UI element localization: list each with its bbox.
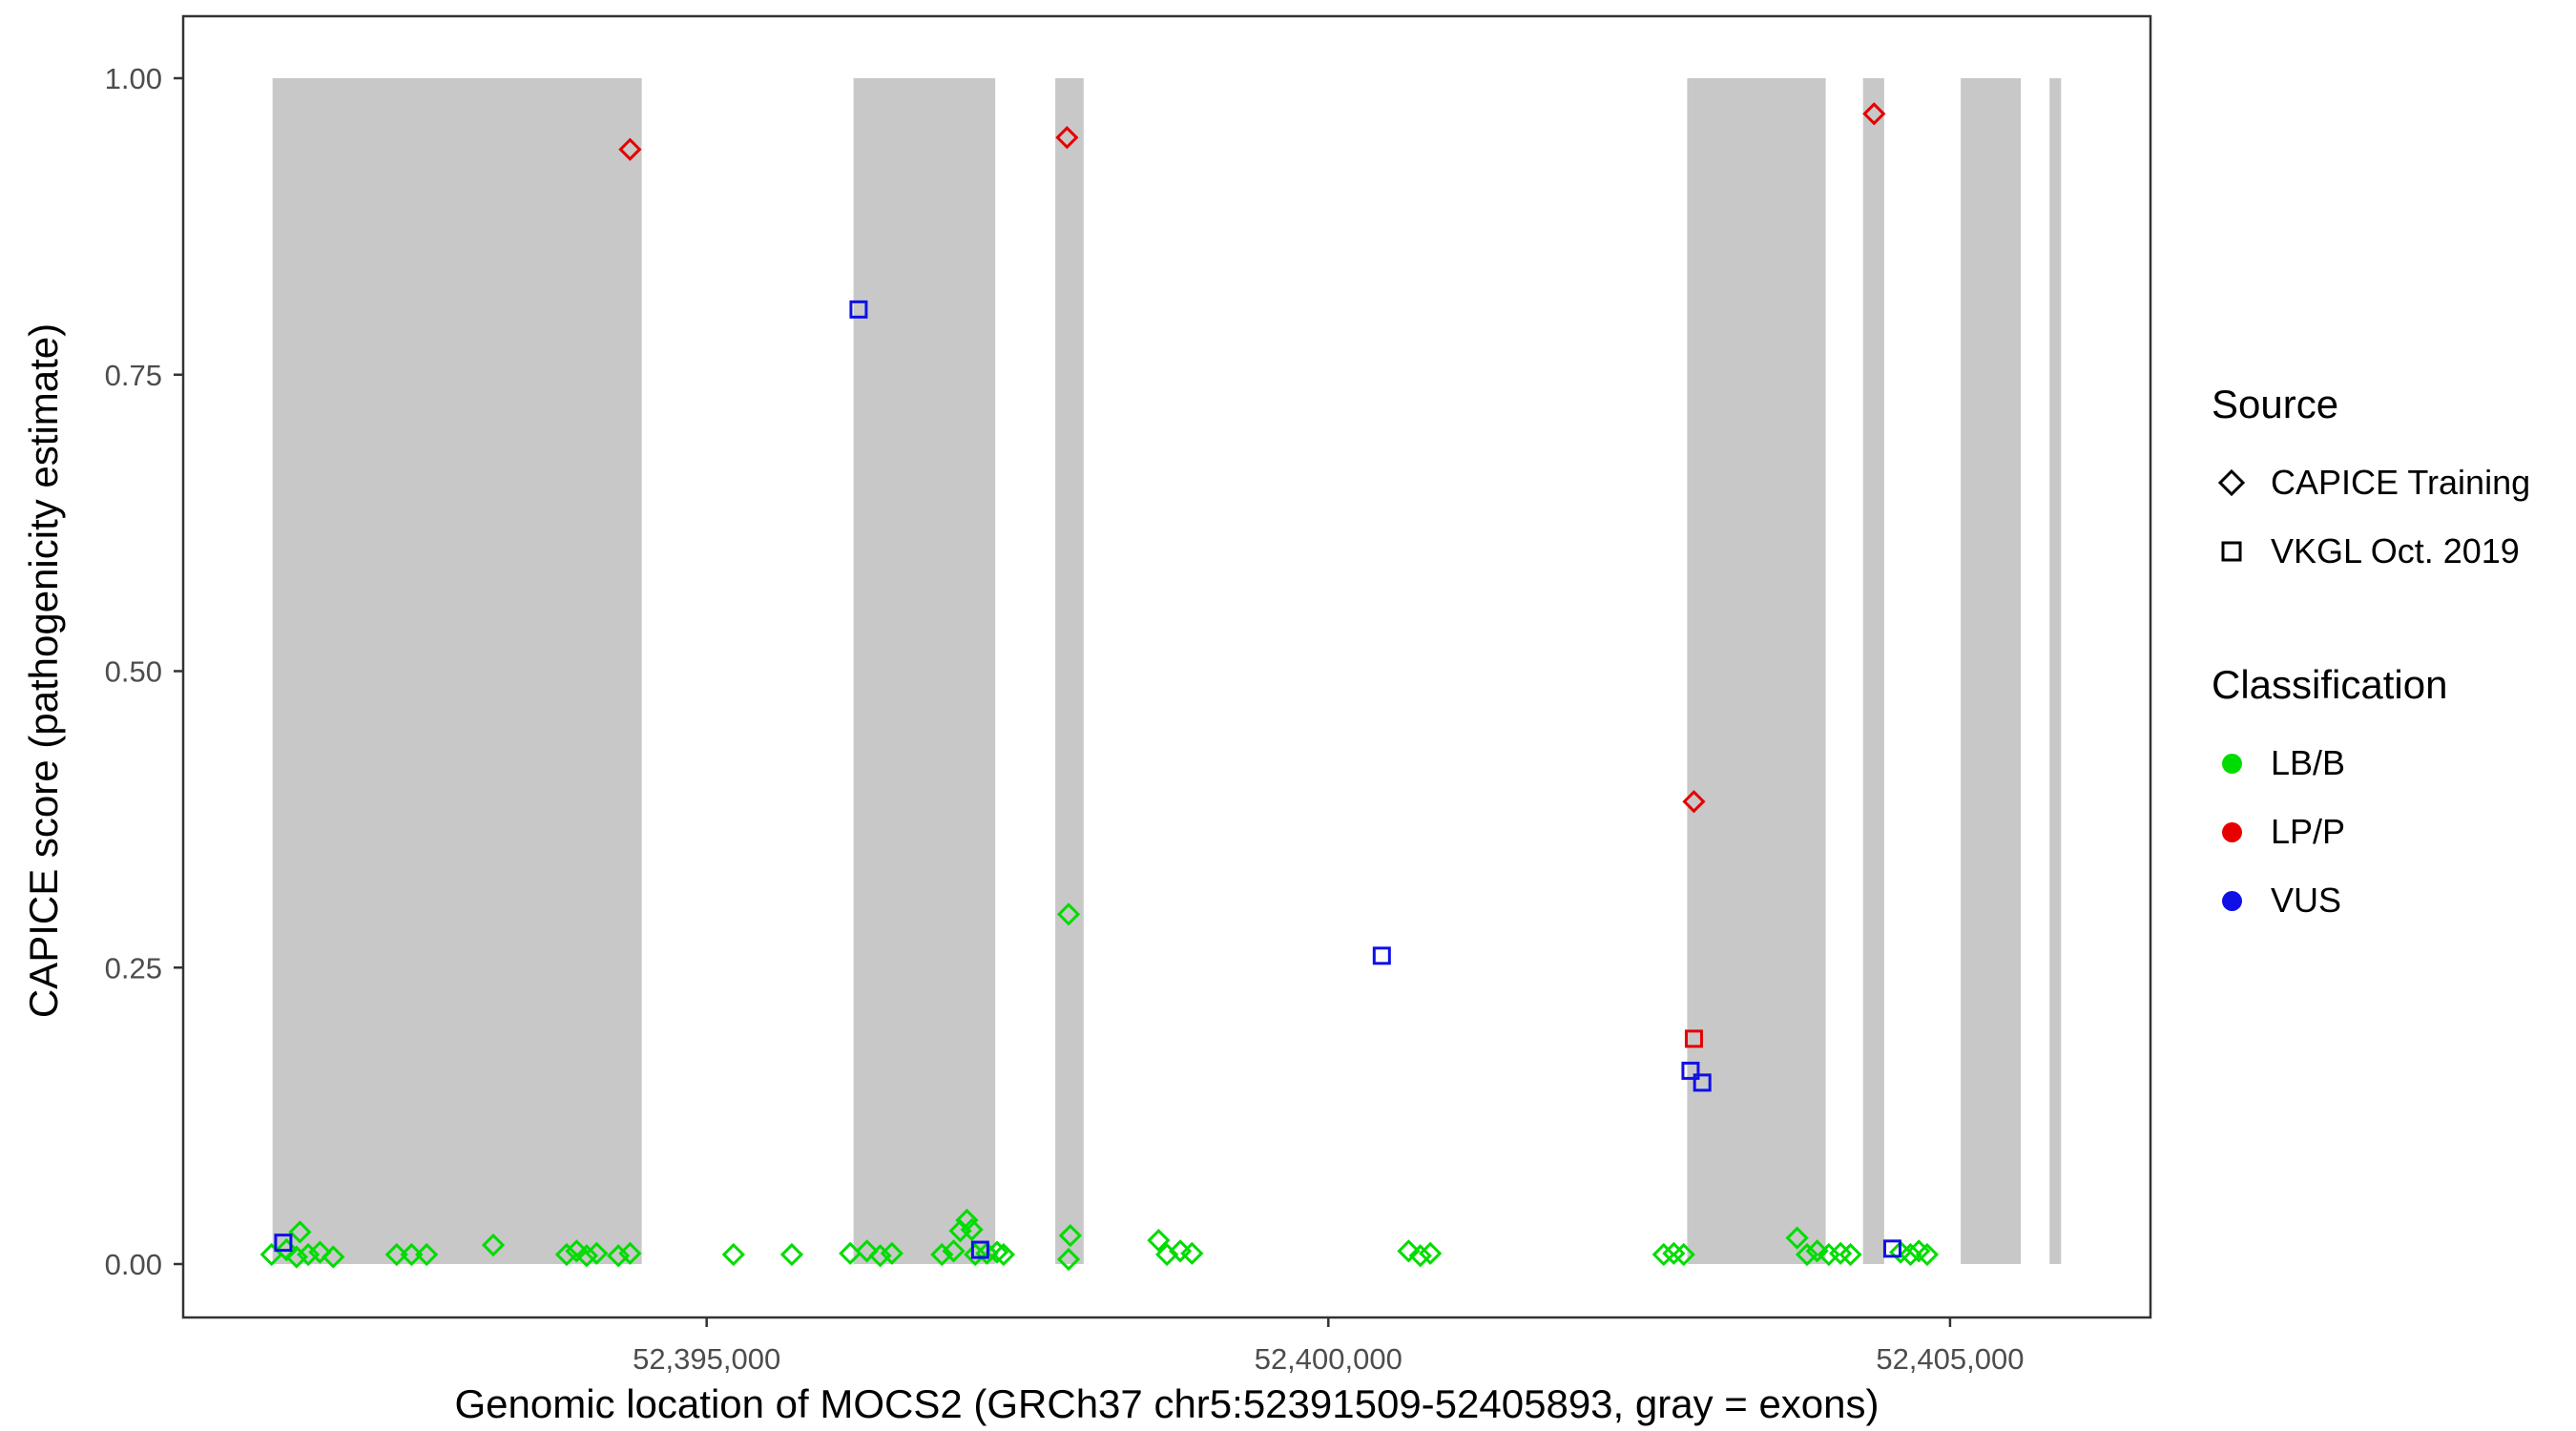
data-point-diamond [1652,1242,1675,1267]
data-point-diamond [1915,1242,1940,1267]
legend-item-label: LB/B [2271,743,2346,782]
data-point-diamond [415,1242,439,1267]
y-tick-label: 0.00 [105,1248,162,1281]
data-point-diamond [296,1242,321,1267]
data-point-square [1681,1061,1700,1080]
data-point-square [274,1234,293,1253]
data-point-square [1693,1073,1712,1092]
x-tick-label: 52,395,000 [633,1342,780,1376]
data-point-diamond [1862,102,1886,126]
legend-source: Source CAPICE Training VKGL Oct. 2019 [2212,382,2530,586]
data-point-diamond [1672,1242,1695,1267]
data-point-diamond [1805,1239,1829,1263]
data-point-diamond [565,1239,589,1263]
data-point-diamond [1419,1241,1443,1265]
y-tick-label: 0.75 [105,359,162,392]
legend-item-label: VUS [2271,881,2342,920]
data-point-diamond [618,137,642,161]
data-point-diamond [400,1242,424,1267]
data-point-diamond [1408,1244,1432,1268]
data-point-diamond [779,1242,804,1267]
legend-item-vus: VUS [2212,866,2530,935]
data-point-diamond [1058,1224,1082,1248]
legend-classification: Classification LB/B LP/P VUS [2212,662,2530,935]
legend: Source CAPICE Training VKGL Oct. 2019 Cl… [2212,382,2530,935]
data-point-diamond [618,1241,642,1265]
red-dot-icon [2212,812,2252,852]
data-point-diamond [1180,1241,1204,1265]
data-point-diamond [1785,1226,1809,1250]
legend-item-label: LP/P [2271,812,2346,851]
data-point-diamond [481,1233,506,1257]
exon-band [2049,78,2062,1264]
data-point-diamond [1155,1242,1179,1267]
data-point-diamond [955,1208,979,1233]
data-point-diamond [1795,1242,1819,1267]
legend-item-lbb: LB/B [2212,729,2530,798]
data-point-diamond [1055,126,1079,150]
exon-band [1961,78,2022,1264]
data-point-diamond [284,1245,308,1269]
x-tick-label: 52,400,000 [1255,1342,1402,1376]
y-tick-label: 1.00 [105,62,162,95]
exon-band [1687,78,1826,1264]
legend-item-label: VKGL Oct. 2019 [2271,531,2520,570]
green-dot-icon [2212,743,2252,783]
legend-item-capice-training: CAPICE Training [2212,448,2530,517]
data-point-diamond [1056,1247,1081,1272]
data-point-diamond [985,1240,1009,1264]
blue-dot-icon [2212,881,2252,921]
data-point-diamond [1682,790,1706,814]
data-point-square [970,1240,989,1259]
data-point-square [1684,1029,1703,1048]
data-point-diamond [1147,1229,1171,1253]
data-point-diamond [308,1240,332,1264]
data-point-diamond [585,1241,609,1265]
data-point-diamond [960,1217,984,1242]
data-point-diamond [964,1242,987,1267]
data-point-diamond [1397,1239,1421,1263]
data-point-diamond [942,1239,966,1263]
data-point-diamond [868,1244,892,1268]
square-icon [2212,531,2252,571]
data-point-diamond [1899,1242,1922,1267]
exon-band [272,78,642,1264]
legend-item-lpp: LP/P [2212,798,2530,866]
legend-classification-title: Classification [2212,662,2448,707]
data-point-diamond [288,1220,312,1244]
exon-band [1055,78,1084,1264]
data-point-diamond [1839,1242,1862,1267]
data-point-square [849,300,868,319]
y-axis-title: CAPICE score (pathogenicity estimate) [21,322,66,1019]
data-point-diamond [880,1241,904,1265]
legend-item-label: CAPICE Training [2271,463,2531,502]
data-point-diamond [855,1239,879,1263]
data-point-diamond [322,1245,345,1269]
data-point-diamond [930,1242,954,1267]
data-point-diamond [384,1242,408,1267]
diamond-icon [2212,463,2252,503]
data-point-square [1372,946,1391,965]
legend-item-vkgl: VKGL Oct. 2019 [2212,517,2530,586]
data-point-diamond [607,1244,631,1268]
data-point-diamond [554,1242,579,1267]
data-point-diamond [991,1242,1016,1267]
legend-source-title: Source [2212,382,2339,426]
panel-border [181,14,2152,1319]
data-point-square [1882,1239,1901,1258]
data-point-diamond [275,1237,299,1262]
data-point-diamond [574,1244,599,1268]
exon-band [1862,78,1884,1264]
y-tick-label: 0.25 [105,951,162,985]
exon-band [853,78,996,1264]
data-point-diamond [1056,902,1081,926]
data-point-diamond [721,1242,745,1267]
y-tick-label: 0.50 [105,655,162,689]
x-axis-title: Genomic location of MOCS2 (GRCh37 chr5:5… [454,1381,1880,1426]
data-point-diamond [975,1241,999,1265]
x-tick-label: 52,405,000 [1876,1342,2024,1376]
data-point-diamond [1817,1242,1840,1267]
